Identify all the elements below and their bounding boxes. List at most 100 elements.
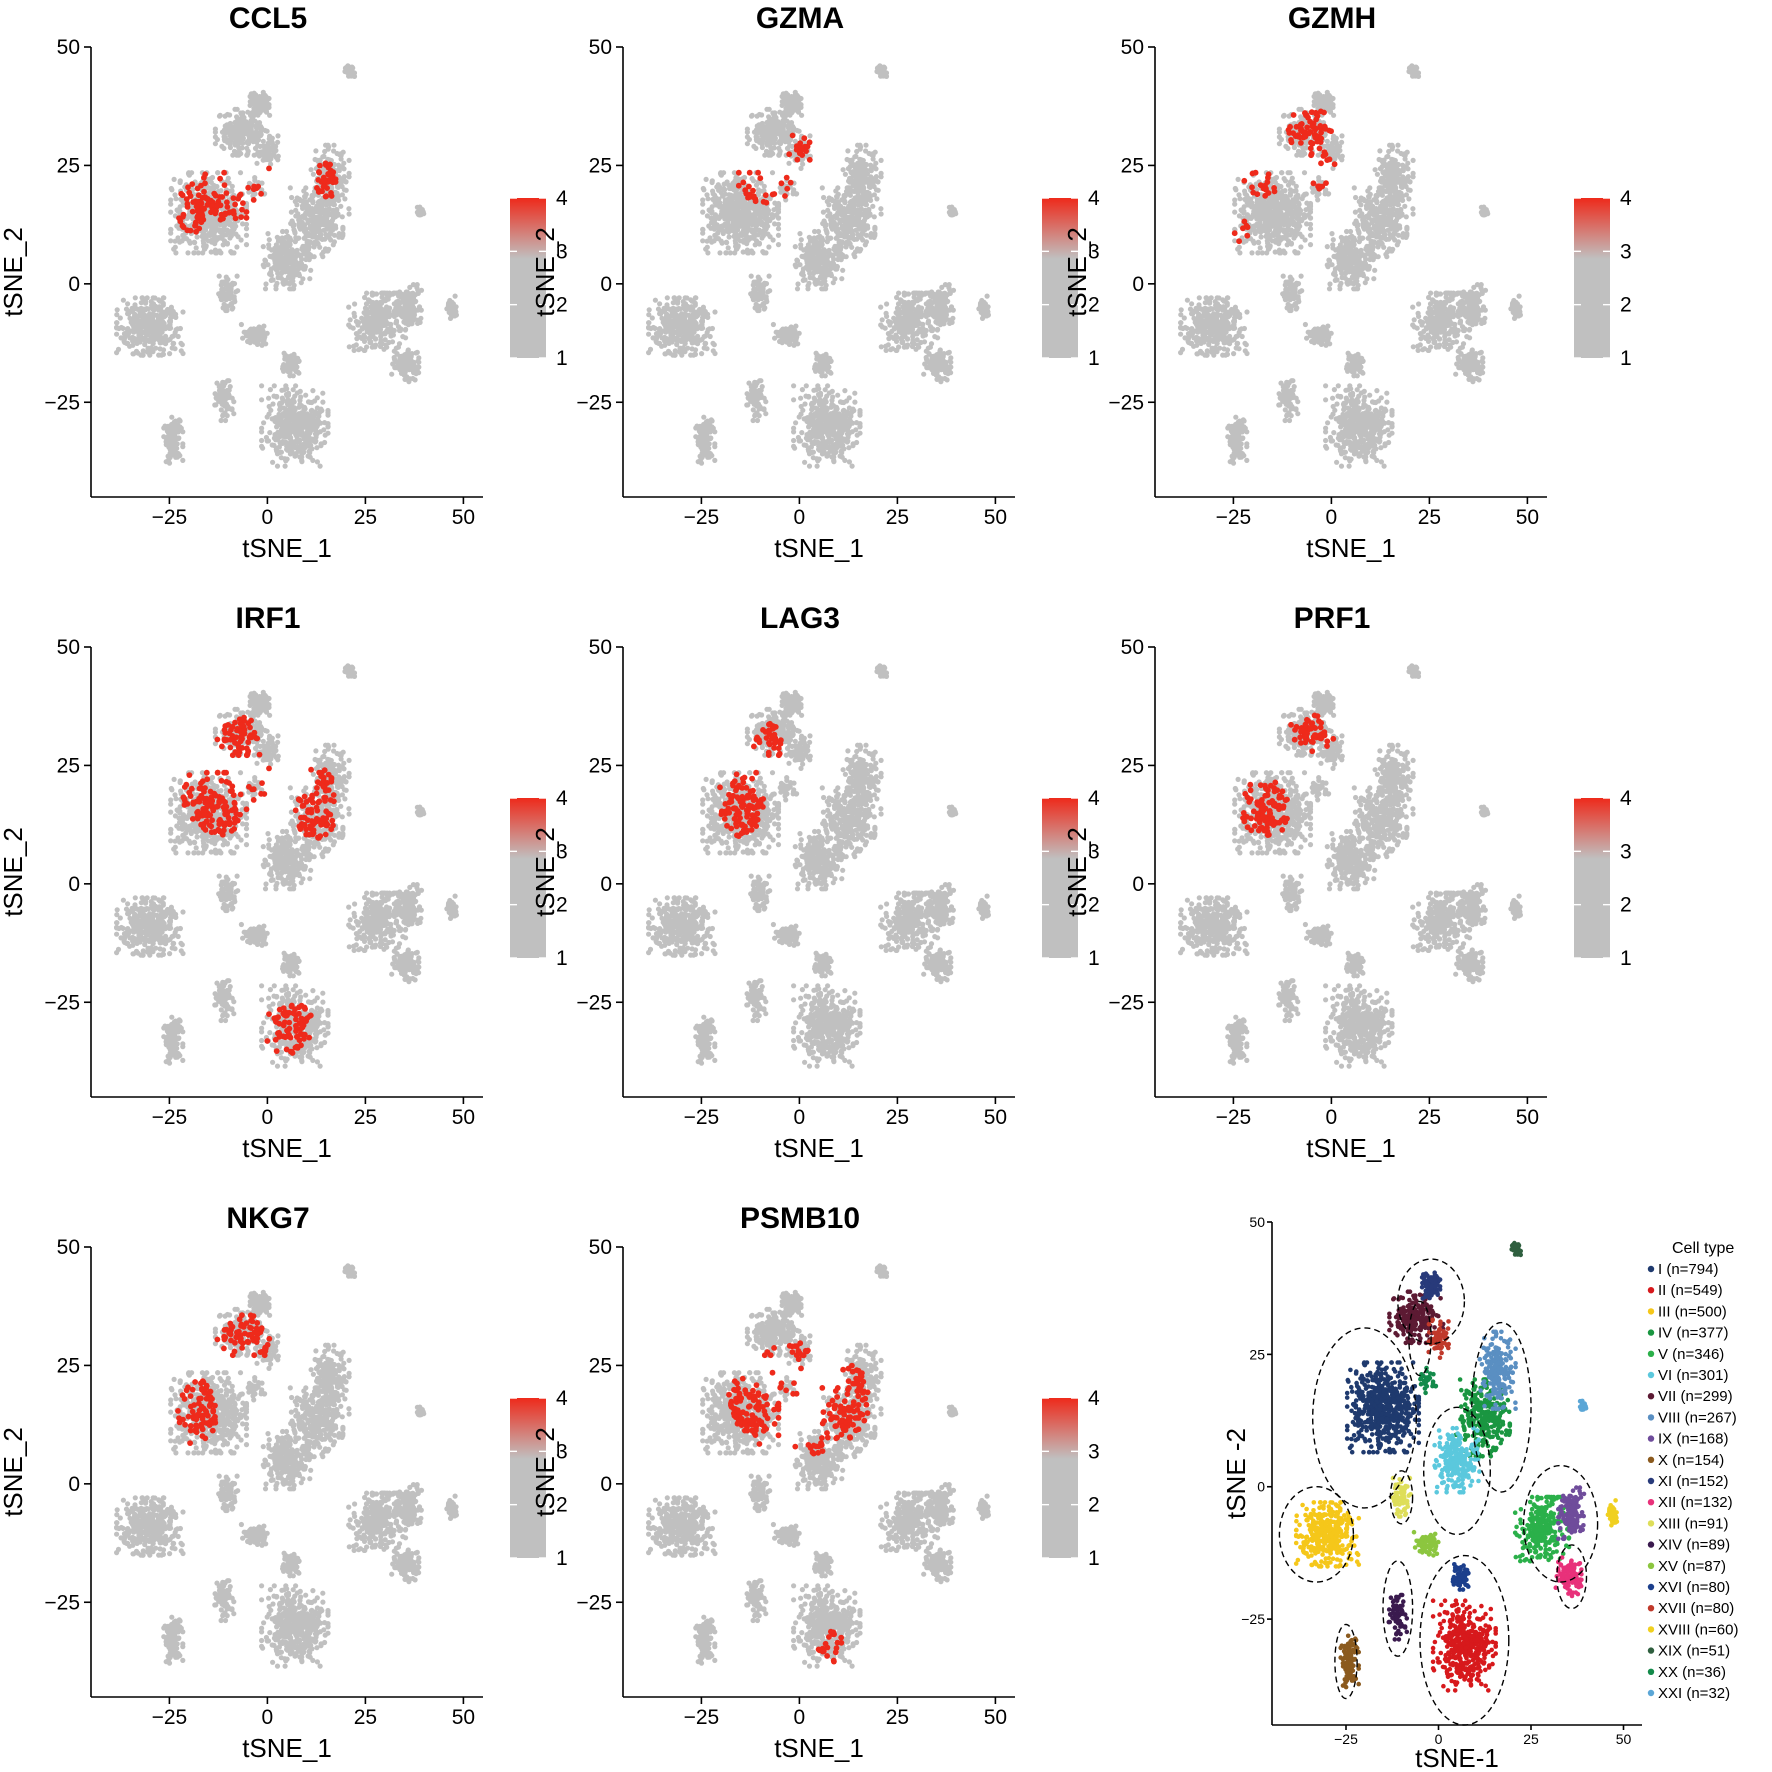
cell-point: [265, 438, 270, 443]
cell-point: [296, 411, 301, 416]
cell-point: [125, 341, 130, 346]
cell-point: [285, 409, 290, 414]
cell-point: [299, 459, 304, 464]
cell-point: [171, 341, 176, 346]
cell-point: [283, 464, 288, 469]
cell-point: [143, 301, 148, 306]
cell-point: [115, 307, 120, 312]
cell-point: [170, 334, 175, 339]
cell-point: [267, 430, 272, 435]
cell-point: [167, 322, 172, 327]
cell-point: [274, 419, 279, 424]
cell-point: [240, 221, 245, 226]
cell-point: [215, 170, 220, 175]
cell-point: [303, 393, 308, 398]
cell-point: [130, 338, 135, 343]
cell-point: [225, 241, 230, 246]
cell-point: [232, 226, 237, 231]
cell-point: [301, 188, 306, 193]
cell-point: [125, 330, 130, 335]
cell-point: [290, 220, 295, 225]
cell-point: [351, 344, 356, 349]
cell-point: [320, 391, 325, 396]
cell-point: [292, 229, 297, 234]
cell-point: [175, 207, 180, 212]
cell-point: [151, 318, 156, 323]
cell-point: [141, 320, 146, 325]
cell-point: [259, 444, 264, 449]
cell-point: [174, 223, 179, 228]
cell-point: [309, 415, 314, 420]
cell-point: [313, 439, 318, 444]
cell-point: [333, 226, 338, 231]
cell-point: [134, 349, 139, 354]
cell-point: [283, 425, 288, 430]
cell-point: [114, 320, 119, 325]
cell-point: [132, 324, 137, 329]
cell-point: [316, 414, 321, 419]
cell-point: [180, 238, 185, 243]
cell-point: [297, 402, 302, 407]
cell-point: [201, 241, 206, 246]
cell-point: [315, 405, 320, 410]
panel-title: CCL5: [229, 2, 307, 35]
cell-point: [259, 438, 264, 443]
cell-point: [266, 396, 271, 401]
cell-point: [315, 395, 320, 400]
cell-point: [352, 314, 357, 319]
panel-ccl5: CCL5−25−250025255050tSNE_1tSNE_21234: [0, 2, 568, 563]
cell-point: [169, 187, 174, 192]
cell-point: [238, 170, 243, 175]
cell-point: [244, 233, 249, 238]
cell-point: [180, 351, 185, 356]
cell-point: [310, 388, 315, 393]
cell-point: [305, 435, 310, 440]
cell-point: [168, 210, 173, 215]
cell-point: [194, 245, 199, 250]
cell-point: [340, 225, 345, 230]
cell-point: [170, 308, 175, 313]
cell-point: [293, 213, 298, 218]
cell-point: [125, 301, 130, 306]
cell-point: [313, 424, 318, 429]
cell-point: [156, 353, 161, 358]
cell-point: [318, 421, 323, 426]
cell-point: [294, 202, 299, 207]
cell-point: [291, 387, 296, 392]
cell-point: [277, 402, 282, 407]
cell-point: [151, 337, 156, 342]
cell-point: [315, 229, 320, 234]
cell-point: [294, 236, 299, 241]
cell-point: [338, 204, 343, 209]
cell-point: [261, 420, 266, 425]
cell-point: [234, 244, 239, 249]
cell-point: [288, 435, 293, 440]
cell-point: [145, 295, 150, 300]
cell-point: [318, 234, 323, 239]
cell-point: [272, 383, 277, 388]
cell-point: [308, 224, 313, 229]
cell-point: [163, 326, 168, 331]
cell-point: [244, 226, 249, 231]
cell-point: [124, 307, 129, 312]
cell-point: [315, 217, 320, 222]
cell-point: [318, 464, 323, 469]
figure: CCL5−25−250025255050tSNE_1tSNE_21234GZMA…: [0, 0, 1772, 1772]
cell-point: [352, 301, 357, 306]
cell-point: [273, 437, 278, 442]
cell-point: [288, 185, 293, 190]
cell-point: [303, 194, 308, 199]
cell-point: [298, 389, 303, 394]
cell-point: [141, 307, 146, 312]
cell-point: [294, 444, 299, 449]
cell-point: [273, 415, 278, 420]
cell-point: [133, 295, 138, 300]
cell-point: [168, 238, 173, 243]
cell-point: [295, 195, 300, 200]
cell-point: [212, 224, 217, 229]
cell-point: [161, 347, 166, 352]
cell-point: [283, 434, 288, 439]
cell-point: [200, 250, 205, 255]
cell-point: [133, 306, 138, 311]
cell-point: [302, 223, 307, 228]
